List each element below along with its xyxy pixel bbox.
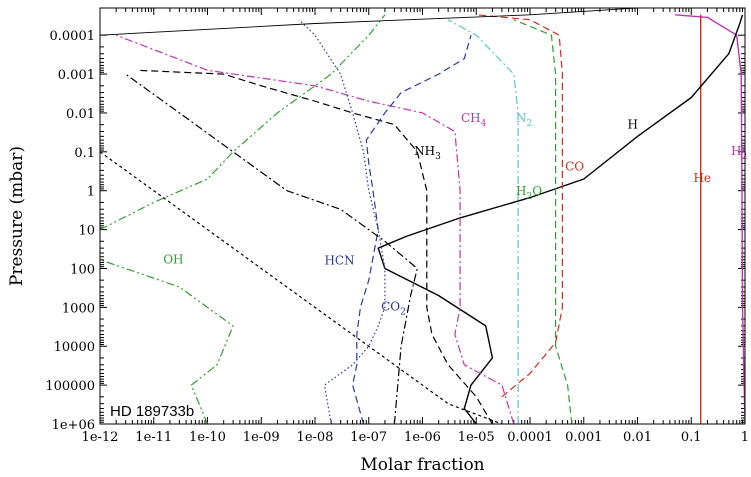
series-line-unlabeled-14: [100, 8, 638, 36]
series-line-h: [377, 14, 744, 424]
y-tick-label: 0.001: [58, 68, 95, 83]
series-label-co2: CO2: [381, 299, 406, 317]
x-tick-label: 0.1: [681, 430, 702, 445]
series-line-hcn: [352, 35, 472, 424]
series-line-n2: [447, 19, 519, 424]
planet-name-annotation: HD 189733b: [110, 403, 194, 420]
x-tick-label: 1e-11: [135, 430, 172, 445]
y-tick-label: 0.0001: [50, 29, 96, 44]
y-axis-title: Pressure (mbar): [7, 146, 27, 286]
y-tick-label: 0.01: [66, 107, 95, 122]
series-label-n2: N2: [516, 111, 532, 129]
series-line-oh: [100, 259, 234, 424]
x-tick-label: 1e-05: [458, 430, 495, 445]
x-tick-label: 1e-07: [350, 430, 387, 445]
x-tick-label: 1e-09: [243, 430, 280, 445]
series-label-h2o: H2O: [516, 184, 542, 202]
series-line-nh3: [137, 69, 493, 424]
chart-series: [100, 8, 745, 424]
axis-ticks: 1e-12 1e-11 1e-10 1e-09 1e-08 1e-07 1e-06 1e-05…: [45, 8, 749, 445]
y-tick-label: 100: [70, 262, 95, 277]
y-tick-label: 10000: [54, 340, 95, 355]
series-label-oh: OH: [163, 253, 183, 267]
x-tick-label: 0.001: [565, 430, 602, 445]
series-line-unlabeled-11: [100, 14, 386, 231]
x-axis-title: Molar fraction: [360, 455, 484, 475]
series-line-h2: [675, 14, 745, 424]
y-tick-label: 1e+06: [52, 418, 95, 433]
x-tick-label: 1e-06: [404, 430, 441, 445]
series-line-unlabeled-13: [100, 151, 503, 424]
series-line-co: [476, 14, 563, 398]
series-label-hcn: HCN: [324, 254, 354, 268]
y-tick-label: 100000: [45, 379, 95, 394]
plot-frame: [99, 7, 746, 425]
series-label-ch4: CH4: [461, 111, 487, 129]
x-tick-label: 0.0001: [507, 430, 553, 445]
series-line-h2o: [513, 19, 573, 424]
y-tick-label: 1: [87, 185, 95, 200]
x-tick-label: 1e-08: [297, 430, 334, 445]
x-tick-label: 0.01: [623, 430, 652, 445]
series-line-ch4: [115, 34, 515, 424]
series-line-unlabeled-12: [125, 73, 418, 424]
x-tick-label: 1e-10: [189, 430, 226, 445]
series-label-nh3: NH3: [414, 144, 441, 162]
y-tick-label: 1000: [62, 301, 95, 316]
x-tick-label: 1: [741, 430, 749, 445]
series-label-h: H: [627, 117, 637, 131]
series-label-co: CO: [565, 159, 584, 173]
y-tick-label: 0.1: [74, 146, 95, 161]
series-line-co2: [298, 19, 386, 424]
x-tick-label: 1e-12: [82, 430, 119, 445]
y-tick-label: 10: [78, 224, 95, 239]
series-label-he: He: [693, 171, 711, 185]
